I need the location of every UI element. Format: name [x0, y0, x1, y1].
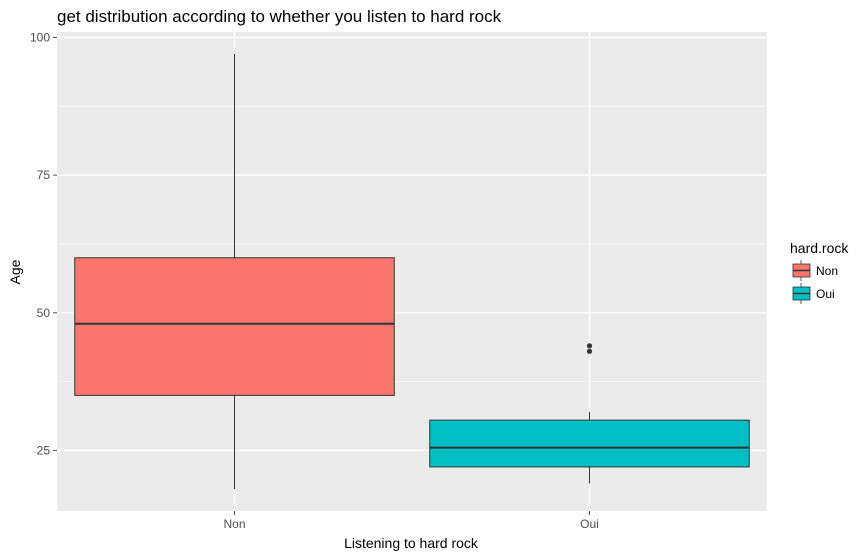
- legend: hard.rock Non Oui: [790, 240, 849, 304]
- y-tick-label: 25: [37, 443, 51, 457]
- y-tick-label: 50: [37, 306, 51, 320]
- box-body: [74, 257, 395, 396]
- legend-key-non: [792, 260, 811, 281]
- chart-title: get distribution according to whether yo…: [57, 7, 502, 26]
- outlier-point: [586, 348, 593, 354]
- legend-label: Oui: [816, 287, 835, 301]
- box-body: [429, 419, 750, 468]
- box-layer: [74, 54, 750, 489]
- box-non: [74, 54, 395, 489]
- y-tick-label: 75: [37, 168, 51, 182]
- outlier-point: [586, 343, 593, 349]
- x-tick-label: Non: [223, 517, 245, 531]
- x-tick-label: Oui: [580, 517, 599, 531]
- box-oui: [429, 343, 750, 484]
- axis-layer: 25 50 75 100 Non Oui: [30, 31, 599, 531]
- y-axis-title: Age: [7, 259, 23, 284]
- x-axis-title: Listening to hard rock: [344, 535, 479, 551]
- legend-label: Non: [816, 264, 838, 278]
- legend-key-oui: [792, 283, 811, 304]
- legend-title: hard.rock: [790, 240, 849, 256]
- y-tick-label: 100: [30, 31, 50, 45]
